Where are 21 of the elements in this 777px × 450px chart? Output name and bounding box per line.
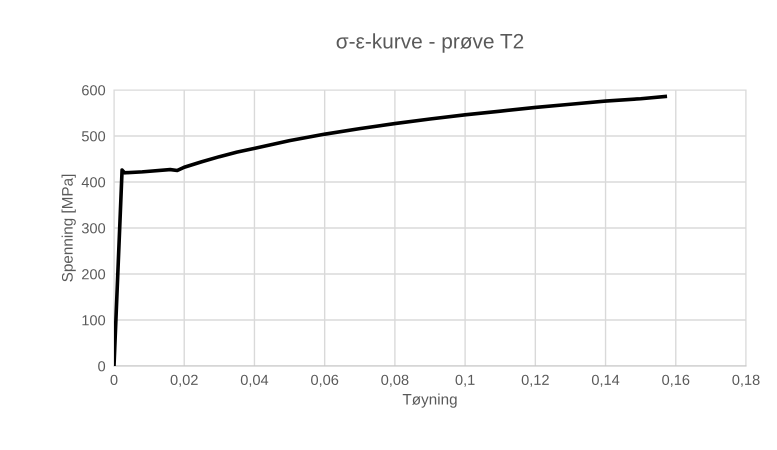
x-tick-label: 0,14: [592, 374, 620, 387]
y-tick-label: 200: [82, 269, 106, 280]
y-tick-label: 0: [98, 361, 106, 372]
y-tick-label: 300: [82, 223, 106, 234]
x-tick-label: 0,12: [522, 374, 549, 387]
x-tick-label: 0,06: [311, 374, 338, 387]
x-tick-label: 0,1: [456, 374, 475, 387]
x-axis-title: Tøyning: [402, 393, 457, 408]
chart-title: σ-ε-kurve - prøve T2: [336, 33, 524, 53]
x-tick-label: 0,08: [381, 374, 408, 387]
x-tick-label: 0,18: [732, 374, 760, 387]
x-tick-label: 0,04: [240, 374, 268, 387]
line-series: [114, 94, 668, 366]
y-tick-label: 400: [82, 177, 106, 188]
x-tick-label: 0,02: [170, 374, 198, 387]
y-tick-label: 100: [82, 315, 106, 326]
x-tick-label: 0,16: [662, 374, 690, 387]
y-axis-title: Spenning [MPa]: [62, 174, 76, 282]
y-tick-label: 500: [82, 131, 106, 142]
x-tick-label: 0: [110, 374, 118, 386]
y-tick-label: 600: [82, 85, 106, 96]
